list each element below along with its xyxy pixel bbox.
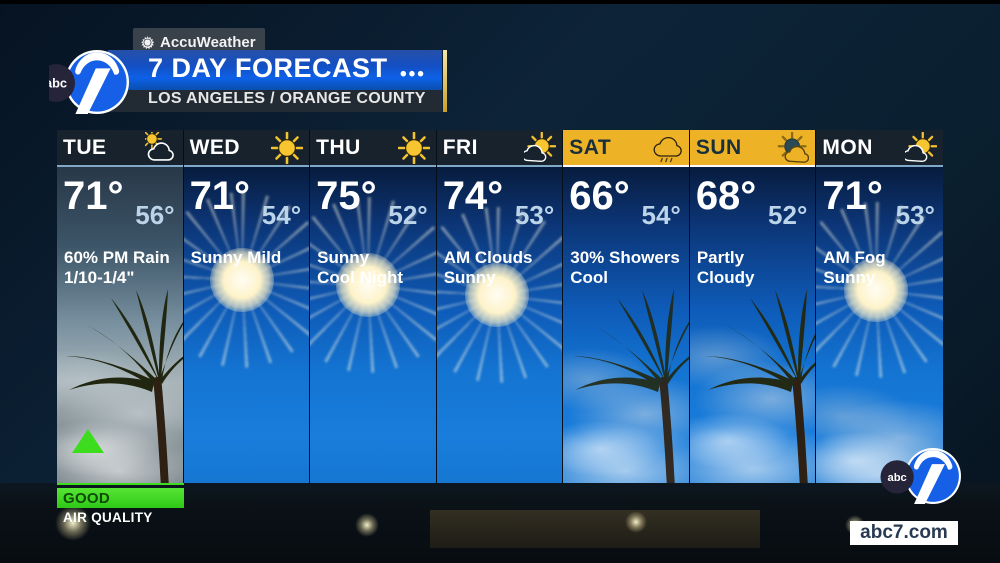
svg-text:abc: abc (887, 472, 906, 484)
svg-text:abc: abc (49, 76, 67, 91)
